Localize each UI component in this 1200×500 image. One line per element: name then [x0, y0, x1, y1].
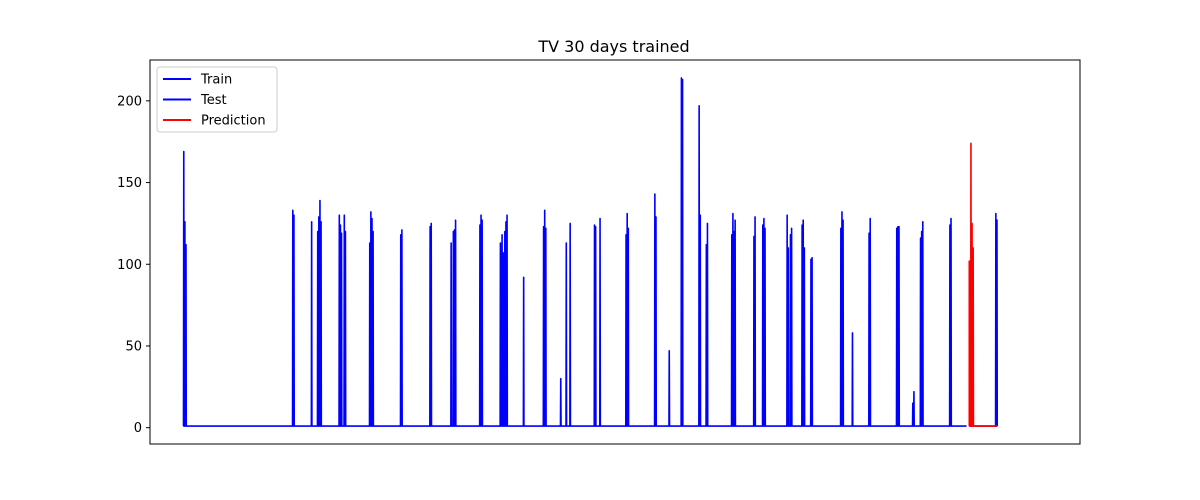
y-tick-label: 200 [117, 94, 142, 109]
series-line-prediction [968, 142, 997, 427]
legend-box [156, 66, 278, 133]
legend: Train Test Prediction [156, 66, 278, 133]
legend-label-train: Train [200, 73, 232, 88]
y-tick-label: 0 [134, 421, 142, 436]
legend-label-test: Test [200, 93, 227, 108]
y-tick-label: 100 [117, 258, 142, 273]
plot-area-frame [149, 59, 1081, 445]
series-line-train [182, 77, 967, 427]
series-layer [182, 77, 999, 427]
y-tick-label: 150 [117, 176, 142, 191]
legend-label-prediction: Prediction [201, 114, 266, 129]
chart-title: TV 30 days trained [537, 37, 689, 56]
y-axis: 0 50 100 150 200 [117, 94, 150, 436]
y-tick-label: 50 [125, 339, 142, 354]
